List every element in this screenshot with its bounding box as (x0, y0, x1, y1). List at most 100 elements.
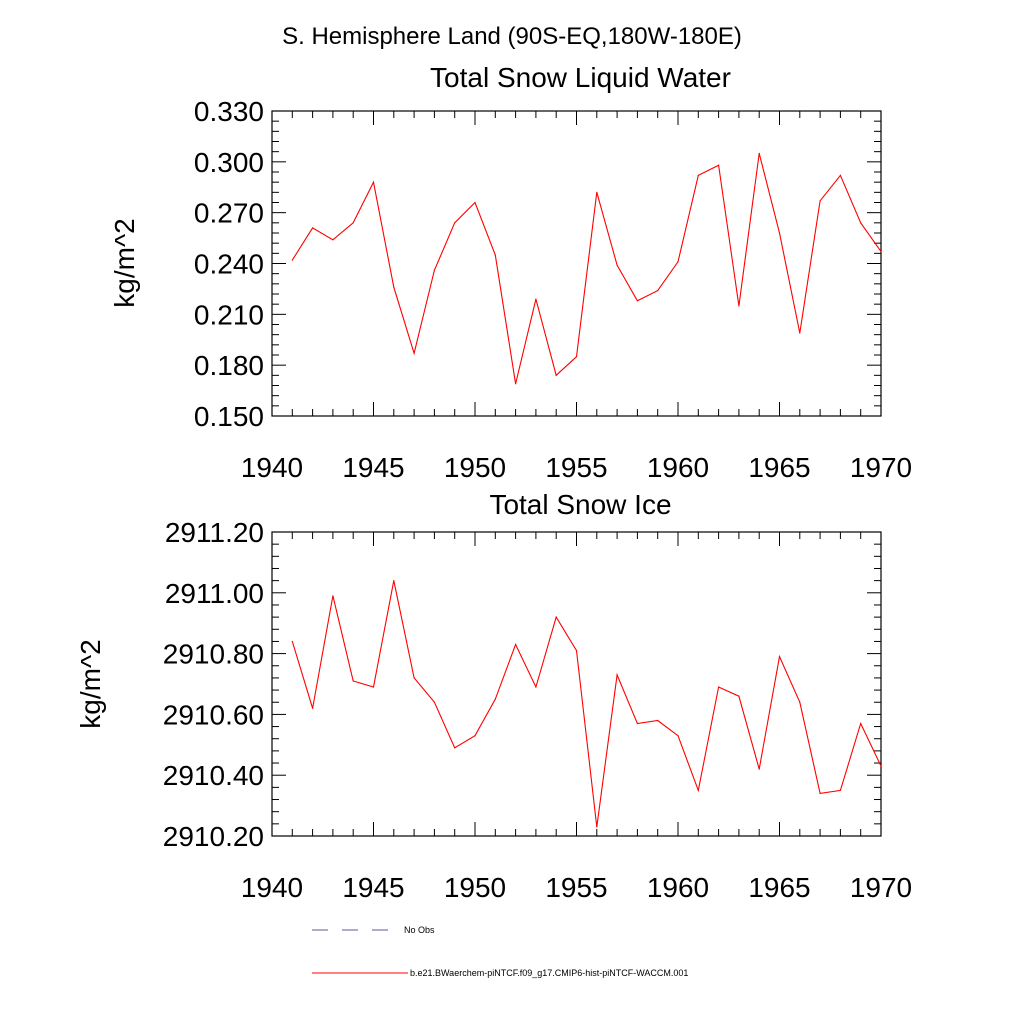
data-point (819, 792, 821, 795)
y-tick-label: 0.240 (194, 249, 264, 280)
data-point (332, 239, 334, 241)
y-tick-label: 0.300 (194, 147, 264, 178)
snow-liquid-water-chart: Total Snow Liquid Water kg/m^2 1940 1945 195… (109, 62, 912, 483)
data-point (372, 686, 375, 688)
data-point (596, 191, 598, 193)
y-tick-label: 0.180 (194, 350, 264, 381)
data-point (352, 680, 354, 682)
data-point (352, 222, 354, 224)
data-point (555, 616, 557, 618)
data-point (494, 254, 496, 256)
data-point (657, 719, 659, 722)
data-point (575, 356, 578, 358)
data-point (535, 298, 537, 300)
data-point (636, 722, 639, 725)
x-tick-label: 1945 (342, 872, 404, 903)
data-point (738, 305, 740, 307)
x-tick-label: 1970 (850, 872, 912, 903)
plot-frame (271, 110, 882, 417)
data-point (454, 747, 456, 749)
x-tick-label: 1955 (545, 872, 607, 903)
data-point (474, 201, 476, 204)
data-point (413, 677, 415, 679)
series-line (291, 153, 882, 384)
x-tick-label: 1960 (647, 452, 709, 483)
data-point (880, 251, 882, 253)
data-point (799, 701, 801, 703)
legend-obs-label: No Obs (404, 925, 435, 935)
y-tick-label: 0.270 (194, 198, 264, 229)
x-tick-label: 1970 (850, 452, 912, 483)
data-point (291, 640, 293, 643)
data-point (393, 286, 395, 288)
data-point (332, 595, 334, 597)
data-point (454, 222, 456, 224)
x-tick-label: 1965 (748, 872, 810, 903)
data-point (433, 269, 435, 271)
y-tick-label: 2911.00 (165, 578, 264, 609)
data-point (433, 701, 435, 703)
x-tick-label: 1950 (444, 452, 506, 483)
data-point (393, 580, 395, 582)
x-tick-label: 1965 (748, 452, 810, 483)
data-point (677, 261, 679, 263)
x-tick-label: 1945 (342, 452, 404, 483)
chart-title: Total Snow Ice (489, 489, 671, 520)
data-point (515, 383, 517, 385)
y-tick-label: 2910.20 (163, 821, 264, 852)
x-tick-label: 1955 (545, 452, 607, 483)
data-point (819, 200, 821, 202)
data-point (758, 768, 760, 770)
data-point (718, 686, 720, 688)
data-point (677, 735, 679, 737)
data-point (312, 227, 314, 229)
y-tick-label: 2911.20 (165, 517, 264, 548)
data-point (697, 174, 699, 176)
y-tick-label: 0.150 (194, 401, 264, 432)
data-point (880, 765, 882, 767)
series-line (291, 580, 882, 827)
data-point (860, 722, 862, 725)
y-tick-label: 0.330 (194, 96, 264, 127)
y-tick-label: 2910.80 (163, 639, 264, 670)
data-point (839, 174, 842, 176)
data-point (718, 164, 720, 166)
data-point (778, 656, 781, 658)
data-point (494, 698, 496, 700)
data-point (291, 259, 293, 261)
data-point (312, 707, 314, 709)
data-point (474, 735, 476, 737)
y-tick-label: 2910.60 (163, 699, 264, 730)
data-point (616, 264, 618, 266)
data-point (758, 152, 760, 154)
data-point (799, 332, 801, 334)
y-tick-label: 0.210 (194, 299, 264, 330)
x-tick-label: 1960 (647, 872, 709, 903)
y-axis-label: kg/m^2 (75, 639, 106, 728)
chart-title: Total Snow Liquid Water (430, 62, 731, 93)
x-tick-label: 1950 (444, 872, 506, 903)
data-point (413, 352, 415, 354)
data-point (575, 649, 578, 652)
y-tick-label: 2910.40 (163, 760, 264, 791)
data-point (372, 181, 375, 183)
data-point (555, 374, 557, 376)
data-point (697, 789, 699, 792)
data-point (738, 695, 740, 697)
data-point (636, 300, 639, 302)
legend: No Obs b.e21.BWaerchem-piNTCF.f09_g17.CM… (312, 925, 688, 978)
y-axis-label: kg/m^2 (109, 218, 140, 307)
x-tick-label: 1940 (241, 452, 303, 483)
legend-run-label: b.e21.BWaerchem-piNTCF.f09_g17.CMIP6-his… (410, 968, 688, 978)
page-title: S. Hemisphere Land (90S-EQ,180W-180E) (282, 23, 742, 50)
data-point (515, 643, 517, 646)
data-point (535, 686, 537, 688)
data-point (860, 222, 862, 224)
data-point (596, 826, 598, 828)
x-tick-label: 1940 (241, 872, 303, 903)
data-point (839, 789, 842, 792)
data-point (657, 290, 659, 292)
data-point (778, 232, 781, 234)
data-point (616, 674, 618, 676)
